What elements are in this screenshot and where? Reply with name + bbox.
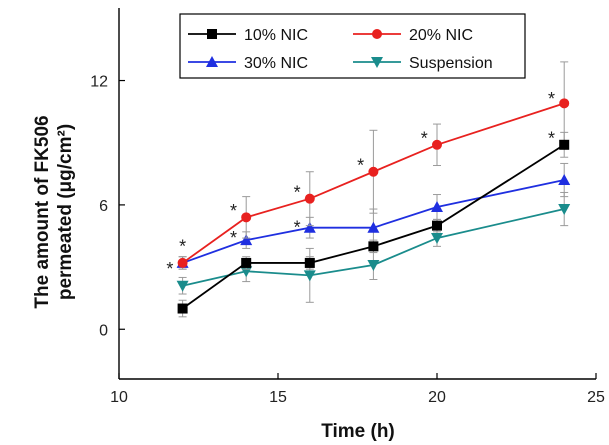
- legend-label: Suspension: [409, 55, 493, 72]
- significance-asterisk: *: [357, 155, 364, 175]
- data-point: [241, 212, 252, 223]
- data-point: [367, 260, 380, 272]
- data-point: [559, 139, 570, 150]
- legend-marker: [371, 57, 383, 68]
- series-line: [182, 179, 565, 264]
- data-point: [368, 241, 379, 252]
- axes: 10 15 20 25 0 6 12: [90, 8, 605, 406]
- legend-item-suspension: Suspension: [353, 55, 493, 72]
- series-line: [182, 144, 565, 310]
- x-tick-label: 15: [269, 389, 287, 406]
- y-tick-label: 6: [99, 198, 108, 215]
- legend-marker: [206, 56, 218, 67]
- data-point: [304, 193, 315, 204]
- x-tick-label: 25: [587, 389, 605, 406]
- significance-asterisk: *: [166, 259, 173, 279]
- data-point: [558, 174, 571, 186]
- data-point: [432, 220, 442, 231]
- data-point: [367, 221, 380, 233]
- y-tick-label: 0: [99, 322, 108, 339]
- legend-label: 20% NIC: [409, 27, 473, 44]
- significance-asterisk: *: [230, 201, 237, 221]
- series-20-nic: [177, 61, 570, 270]
- significance-asterisk: *: [548, 89, 555, 109]
- series-line: [182, 208, 565, 287]
- data-point: [177, 303, 188, 314]
- significance-asterisk: *: [294, 218, 301, 238]
- series-10-nic: [177, 131, 570, 318]
- data-point: [432, 139, 442, 150]
- legend-item-10-nic: 10% NIC: [188, 27, 308, 44]
- y-tick-label: 12: [90, 74, 108, 91]
- legend-item-30-nic: 30% NIC: [188, 55, 308, 72]
- data-point: [368, 166, 379, 177]
- significance-asterisk: *: [421, 129, 428, 149]
- series-layer: [176, 61, 571, 318]
- data-point: [241, 257, 252, 268]
- legend-box: [179, 13, 526, 79]
- legend-marker: [372, 29, 382, 39]
- significance-asterisk: *: [294, 182, 301, 202]
- data-point: [431, 233, 443, 245]
- legend: 10% NIC 20% NIC 30% NIC Suspension: [179, 13, 526, 79]
- y-axis-title-line1: The amount of FK506: [32, 115, 53, 308]
- annotation-layer: * * * * * * * * * *: [166, 89, 555, 279]
- data-point: [431, 200, 443, 212]
- data-point: [559, 98, 570, 109]
- legend-label: 30% NIC: [244, 55, 308, 72]
- series-line: [182, 102, 565, 264]
- data-point: [303, 221, 316, 233]
- data-point: [558, 204, 571, 216]
- significance-asterisk: *: [179, 236, 186, 256]
- data-point: [240, 234, 253, 246]
- significance-asterisk: *: [230, 228, 237, 248]
- x-tick-label: 10: [110, 389, 128, 406]
- x-axis-title: Time (h): [321, 421, 395, 442]
- y-axis-title-line2: permeated (μg/cm²): [55, 124, 76, 300]
- legend-marker: [207, 29, 217, 39]
- x-tick-label: 20: [428, 389, 446, 406]
- legend-item-20-nic: 20% NIC: [353, 27, 473, 44]
- data-point: [304, 257, 315, 268]
- data-point: [177, 257, 188, 268]
- legend-label: 10% NIC: [244, 27, 308, 44]
- significance-asterisk: *: [548, 129, 555, 149]
- data-point: [176, 280, 189, 292]
- data-point: [303, 270, 316, 282]
